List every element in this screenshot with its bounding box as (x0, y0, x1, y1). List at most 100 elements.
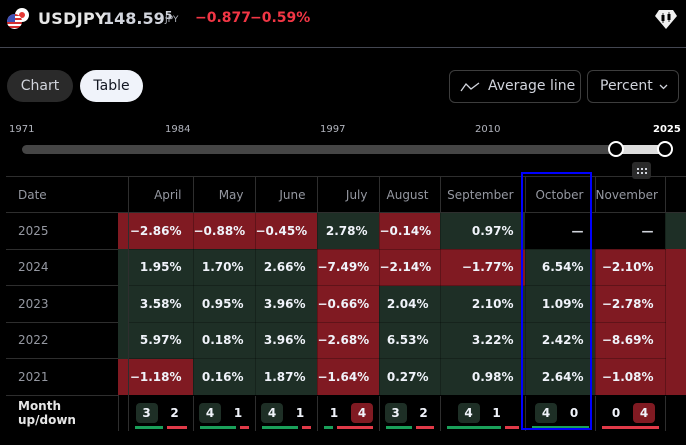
row-divider (118, 212, 129, 249)
table-row: 2022 5.97% 0.18% 3.96% −2.68% 6.53% 3.22% 2.42%… (6, 322, 686, 359)
down-count: 4 (633, 403, 655, 424)
cell-october[interactable]: 6.54% (525, 249, 596, 286)
average-line-button[interactable]: Average line (449, 70, 581, 103)
row-divider (118, 322, 129, 359)
unit-select[interactable]: Percent (587, 70, 679, 103)
up-down-ratio-bar (261, 426, 311, 429)
row-overflow (665, 322, 686, 359)
cell-october[interactable]: 1.09% (525, 285, 596, 323)
year-range-selection[interactable] (616, 145, 665, 154)
year-label-1984: 1984 (165, 124, 191, 135)
tab-table[interactable]: Table (80, 70, 143, 102)
up-count: 4 (261, 403, 283, 424)
cell-september[interactable]: 2.10% (440, 285, 526, 323)
cell-november[interactable]: — (595, 212, 666, 250)
column-header-may[interactable]: May (193, 176, 256, 213)
cell-august[interactable]: 6.53% (379, 322, 441, 359)
cell-august[interactable]: −2.14% (379, 249, 441, 286)
row-overflow (665, 358, 686, 395)
cell-may[interactable]: 0.18% (193, 322, 256, 359)
cell-april[interactable]: −2.86% (128, 212, 194, 250)
cell-july[interactable]: 2.78% (317, 212, 380, 250)
column-header-april[interactable]: April (128, 176, 194, 213)
column-header-june[interactable]: June (255, 176, 318, 213)
down-count: 1 (233, 406, 243, 421)
month-up-down-label: Month up/down (6, 395, 119, 431)
up-down-ratio-bar (446, 426, 519, 429)
row-year: 2023 (6, 285, 118, 323)
cell-may[interactable]: 0.16% (193, 358, 256, 396)
cell-november[interactable]: −8.69% (595, 322, 666, 359)
down-count: 0 (569, 406, 579, 421)
column-header-august[interactable]: August (379, 176, 441, 213)
column-header-july[interactable]: July (317, 176, 380, 213)
column-header-november[interactable]: November (595, 176, 666, 213)
seasonals-table: Date April May June July August Septembe… (6, 176, 686, 431)
up-down-ratio-bar (385, 426, 434, 429)
cell-june[interactable]: 1.87% (255, 358, 318, 396)
down-count: 1 (295, 406, 305, 421)
chevron-down-icon (659, 84, 668, 90)
cell-may[interactable]: −0.88% (193, 212, 256, 250)
up-down-ratio-bar (134, 426, 187, 429)
range-start-handle[interactable] (608, 141, 624, 157)
cell-september[interactable]: 0.97% (440, 212, 526, 250)
cell-july[interactable]: −7.49% (317, 249, 380, 286)
drag-grip-icon[interactable] (632, 162, 651, 179)
cell-october[interactable]: 2.64% (525, 358, 596, 396)
up-count: 3 (135, 403, 158, 424)
cell-may[interactable]: 1.70% (193, 249, 256, 286)
column-header-overflow (665, 176, 686, 213)
cell-april[interactable]: 3.58% (128, 285, 194, 323)
column-header-date[interactable]: Date (6, 176, 118, 213)
table-row: 2023 3.58% 0.95% 3.96% −0.66% 2.04% 2.10% 1.09%… (6, 285, 686, 323)
row-year: 2021 (6, 358, 118, 396)
up-count: 1 (329, 406, 339, 421)
cell-september[interactable]: −1.77% (440, 249, 526, 286)
cell-june[interactable]: 3.96% (255, 285, 318, 323)
year-label-2025: 2025 (653, 124, 681, 135)
cell-november[interactable]: −2.78% (595, 285, 666, 323)
up-down-ratio-bar (323, 426, 373, 429)
cell-october[interactable]: 2.42% (525, 322, 596, 359)
cell-october[interactable]: — (525, 212, 596, 250)
cell-july[interactable]: −2.68% (317, 322, 380, 359)
cell-june[interactable]: 2.66% (255, 249, 318, 286)
cell-august[interactable]: 2.04% (379, 285, 441, 323)
seasonals-logo-icon[interactable] (654, 8, 678, 30)
down-count: 4 (351, 403, 373, 424)
cell-may[interactable]: 0.95% (193, 285, 256, 323)
cell-april[interactable]: 5.97% (128, 322, 194, 359)
year-range-track[interactable] (22, 145, 666, 154)
cell-june[interactable]: −0.45% (255, 212, 318, 250)
symbol-name[interactable]: USDJPY (38, 9, 107, 28)
table-row: 2024 1.95% 1.70% 2.66% −7.49% −2.14% −1.77% 6.5… (6, 249, 686, 286)
cell-august[interactable]: 0.27% (379, 358, 441, 396)
cell-july[interactable]: −0.66% (317, 285, 380, 323)
cell-august[interactable]: −0.14% (379, 212, 441, 250)
price-change: −0.877 (195, 10, 252, 26)
cell-june[interactable]: 3.96% (255, 322, 318, 359)
symbol-header: USDJPY 148.595 JPY −0.877 −0.59% (0, 0, 686, 48)
range-end-handle[interactable] (657, 141, 673, 157)
cell-november[interactable]: −2.10% (595, 249, 666, 286)
cell-april[interactable]: 1.95% (128, 249, 194, 286)
row-divider (118, 249, 129, 286)
cell-september[interactable]: 0.98% (440, 358, 526, 396)
cell-july[interactable]: −1.64% (317, 358, 380, 396)
tab-chart[interactable]: Chart (7, 70, 73, 102)
cell-september[interactable]: 3.22% (440, 322, 526, 359)
table-row: 2021 −1.18% 0.16% 1.87% −1.64% 0.27% 0.98% 2.64… (6, 358, 686, 396)
unit-select-value: Percent (600, 78, 653, 94)
table-row: 2025 −2.86% −0.88% −0.45% 2.78% −0.14% 0.97% — — (6, 212, 686, 250)
column-header-september[interactable]: September (440, 176, 526, 213)
column-header-october[interactable]: October (525, 176, 596, 213)
cell-november[interactable]: −1.08% (595, 358, 666, 396)
year-label-1971: 1971 (9, 124, 35, 135)
cell-april[interactable]: −1.18% (128, 358, 194, 396)
row-divider (118, 285, 129, 322)
